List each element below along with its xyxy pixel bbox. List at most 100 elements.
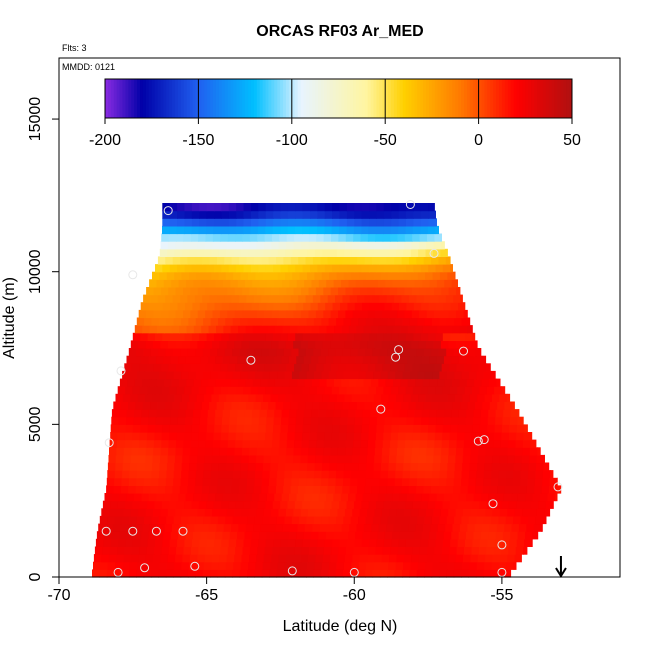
heatmap-cell [147,538,156,547]
heatmap-cell [235,233,244,242]
heatmap-cell [273,302,282,311]
heatmap-cell [339,218,348,227]
colorbar-strip [288,79,293,118]
heatmap-cell [335,569,344,578]
heatmap-cell [240,561,249,570]
heatmap-cell [357,348,366,357]
heatmap-cell [284,370,293,380]
heatmap-cell [408,294,417,303]
heatmap-cell [178,355,187,364]
heatmap-cell [217,256,225,265]
heatmap-cell [448,454,456,464]
heatmap-cell [285,462,293,471]
heatmap-cell [440,554,449,563]
heatmap-cell [490,477,499,486]
heatmap-cell [340,409,349,418]
heatmap-cell [433,447,442,456]
heatmap-cell [255,393,264,402]
heatmap-cell [359,393,368,402]
heatmap-cell [270,462,279,471]
heatmap-cell [211,454,220,464]
heatmap-cell [139,439,148,448]
heatmap-cell [390,386,399,395]
heatmap-cell [421,416,430,425]
heatmap-cell [207,409,216,418]
heatmap-cell [275,325,283,334]
heatmap-cell [345,241,353,250]
heatmap-cell [109,546,118,555]
heatmap-cell [305,256,314,265]
heatmap-cell [258,538,267,547]
heatmap-cell [193,279,202,288]
colorbar-strip [370,79,375,118]
heatmap-cell [240,317,249,326]
heatmap-cell [185,302,193,311]
heatmap-cell [390,439,399,448]
heatmap-cell [346,432,355,441]
colorbar-strip [207,79,211,118]
heatmap-cell [528,462,537,471]
heatmap-cell [324,432,333,441]
heatmap-cell [340,531,349,540]
heatmap-cell [411,309,420,319]
heatmap-cell [158,515,167,525]
heatmap-cell [262,470,271,479]
heatmap-cell [461,569,469,578]
heatmap-cell [331,546,340,555]
heatmap-cell [269,477,278,486]
heatmap-cell [130,454,139,464]
heatmap-cell [332,218,341,227]
heatmap-cell [204,340,213,349]
heatmap-cell [140,332,149,341]
heatmap-cell [256,309,265,319]
colorbar-strip [142,79,147,118]
colorbar-strip [478,79,483,118]
heatmap-cell [358,317,367,326]
heatmap-cell [166,561,175,570]
heatmap-cell [241,393,249,402]
heatmap-cell [116,508,125,517]
heatmap-cell [477,454,486,464]
heatmap-cell [114,470,123,479]
heatmap-cell [300,248,308,257]
heatmap-cell [491,462,500,471]
heatmap-cell [510,493,519,502]
heatmap-cell [310,416,319,425]
heatmap-cell [422,378,431,387]
heatmap-cell [117,500,126,509]
heatmap-cell [493,546,502,555]
heatmap-cell [215,409,224,418]
colorbar-strip [105,79,109,118]
heatmap-cell [201,523,210,532]
heatmap-cell [407,493,416,502]
heatmap-cell [293,340,302,349]
heatmap-cell [232,348,241,357]
heatmap-cell [334,401,343,410]
colorbar-strip [204,79,208,118]
heatmap-cell [412,439,421,448]
heatmap-cell [302,424,311,433]
heatmap-cell [455,554,464,563]
heatmap-cell [257,225,266,235]
heatmap-cell [192,531,201,540]
heatmap-cell [419,546,428,555]
heatmap-cell [480,409,489,418]
heatmap-cell [439,370,448,380]
heatmap-cell [189,393,198,402]
heatmap-cell [273,203,282,212]
heatmap-cell [206,225,215,235]
heatmap-cell [271,508,280,517]
heatmap-cell [367,439,376,448]
heatmap-cell [261,256,270,265]
heatmap-cell [418,248,427,257]
heatmap-cell [533,523,542,532]
heatmap-cell [147,424,156,433]
heatmap-cell [459,523,468,532]
heatmap-cell [488,409,497,418]
heatmap-cell [525,493,534,502]
heatmap-cell [260,325,269,334]
heatmap-cell [293,309,302,319]
heatmap-cell [129,515,138,525]
heatmap-cell [498,569,506,578]
heatmap-cell [261,485,270,494]
